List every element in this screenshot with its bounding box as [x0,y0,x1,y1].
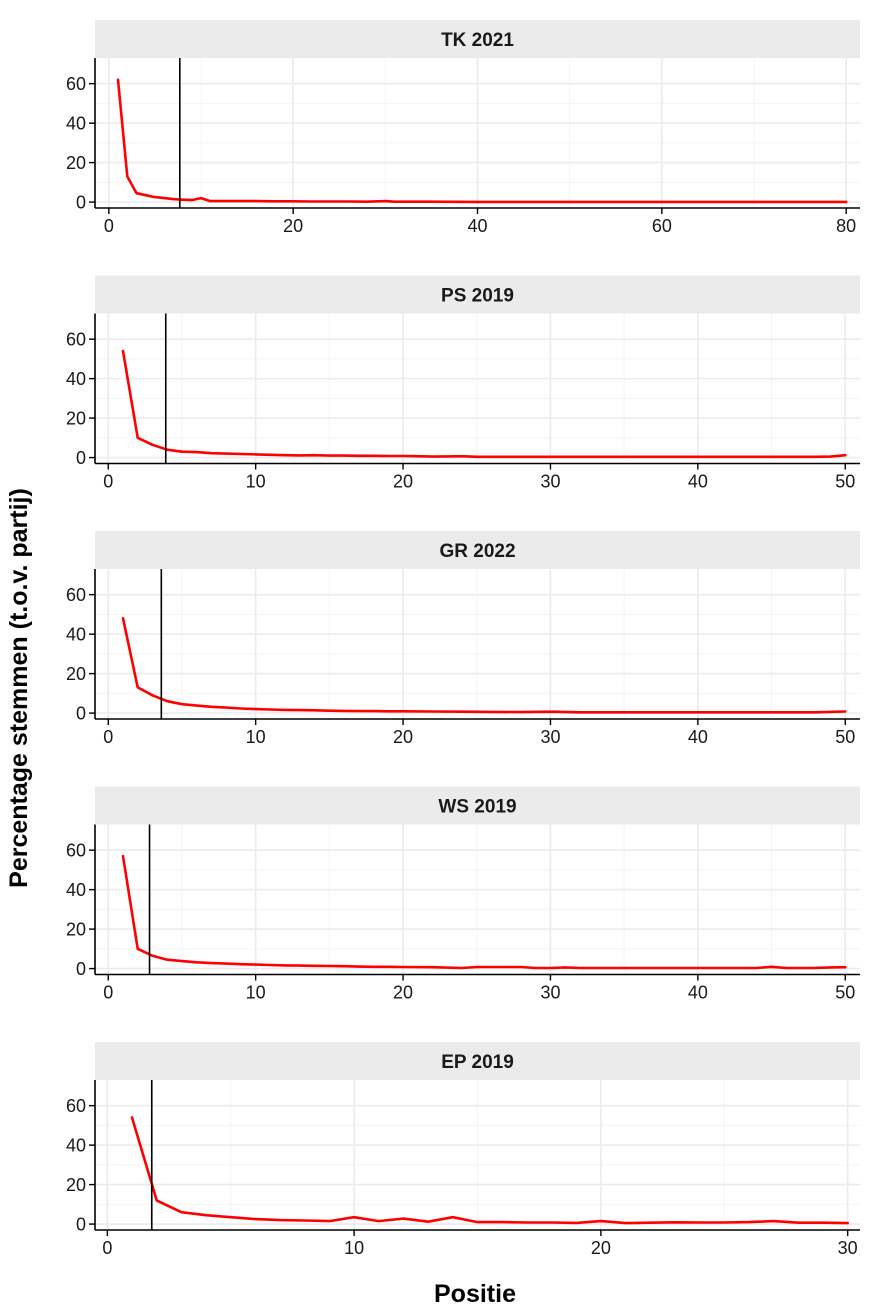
y-tick-label: 0 [76,704,86,724]
facet-panels: TK 2021 0 20 40 60 0 20 40 60 80 PS 2019 0 20 40 60 0 10… [66,20,860,1258]
x-tick-label: 20 [393,983,413,1003]
x-tick-label: 30 [540,727,560,747]
y-tick-label: 0 [76,448,86,468]
facet-title: EP 2019 [441,1052,514,1073]
x-tick-label: 0 [103,472,113,492]
y-axis-title: Percentage stemmen (t.o.v. partij) [5,488,33,888]
y-tick-label: 40 [66,1136,86,1156]
series-line [121,616,847,714]
series-line [130,1116,850,1225]
y-tick-label: 40 [66,114,86,134]
y-tick-label: 20 [66,920,86,940]
facet-title: PS 2019 [441,286,514,307]
y-tick-label: 60 [66,585,86,605]
x-tick-label: 10 [246,983,266,1003]
facet-panel: TK 2021 0 20 40 60 0 20 40 60 80 [66,20,860,236]
x-tick-label: 0 [103,727,113,747]
y-tick-label: 60 [66,1096,86,1116]
y-tick-label: 60 [66,74,86,94]
y-tick-label: 20 [66,664,86,684]
x-tick-label: 40 [688,472,708,492]
y-tick-label: 20 [66,153,86,173]
x-tick-label: 50 [835,983,855,1003]
x-tick-label: 50 [835,472,855,492]
x-tick-label: 30 [540,983,560,1003]
facet-strip [95,275,860,314]
series-line [121,349,847,459]
x-tick-label: 80 [836,216,856,236]
y-tick-label: 0 [76,193,86,213]
y-tick-label: 20 [66,409,86,429]
x-tick-label: 40 [467,216,487,236]
x-tick-label: 20 [591,1238,611,1258]
x-tick-label: 20 [393,472,413,492]
y-tick-label: 0 [76,1215,86,1235]
x-tick-label: 10 [246,727,266,747]
y-tick-label: 40 [66,880,86,900]
y-tick-label: 0 [76,959,86,979]
x-tick-label: 10 [246,472,266,492]
facet-strip [95,1042,860,1080]
facet-title: GR 2022 [439,541,515,562]
x-tick-label: 0 [103,983,113,1003]
y-tick-label: 40 [66,625,86,645]
series-line [121,854,847,970]
facet-panel: PS 2019 0 20 40 60 0 10 20 30 40 50 [66,275,860,492]
x-tick-label: 20 [283,216,303,236]
x-tick-label: 30 [540,472,560,492]
x-tick-label: 50 [835,727,855,747]
facet-strip [95,531,860,569]
y-tick-label: 20 [66,1175,86,1195]
y-tick-label: 40 [66,369,86,389]
x-tick-label: 0 [102,1238,112,1258]
facet-panel: WS 2019 0 20 40 60 0 10 20 30 40 50 [66,786,860,1003]
x-tick-label: 40 [688,983,708,1003]
facet-panel: EP 2019 0 20 40 60 0 10 20 30 [66,1042,860,1258]
x-axis-title: Positie [434,1280,516,1308]
x-tick-label: 10 [344,1238,364,1258]
series-line [116,78,848,204]
facet-title: TK 2021 [441,30,514,51]
y-tick-label: 60 [66,330,86,350]
y-tick-label: 60 [66,841,86,861]
facet-strip [95,786,860,825]
x-tick-label: 0 [104,216,114,236]
facet-title: WS 2019 [438,797,516,818]
x-tick-label: 60 [652,216,672,236]
x-tick-label: 40 [688,727,708,747]
x-tick-label: 30 [838,1238,858,1258]
facet-panel: GR 2022 0 20 40 60 0 10 20 30 40 50 [66,531,860,747]
x-tick-label: 20 [393,727,413,747]
facet-strip [95,20,860,58]
